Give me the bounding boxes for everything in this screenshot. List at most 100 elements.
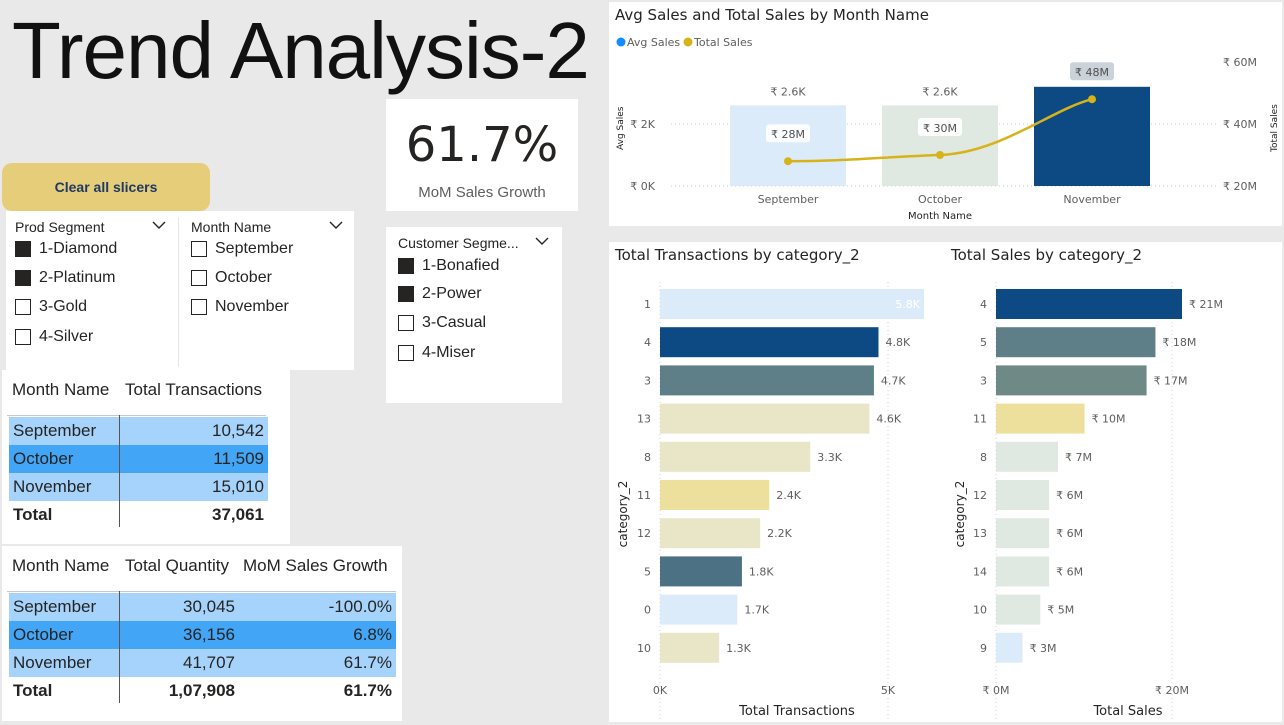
- y-tick-label: 3: [644, 374, 651, 387]
- bar: [996, 327, 1156, 358]
- legend-label: Total Sales: [693, 36, 753, 49]
- y2-tick-label: ₹ 20M: [1223, 180, 1257, 193]
- total-growth: 61.7%: [343, 681, 392, 700]
- bar-data-label: 1.8K: [749, 565, 774, 578]
- column-header[interactable]: MoM Sales Growth: [243, 556, 388, 575]
- prod-segment-item[interactable]: 3-Gold: [15, 296, 87, 318]
- column-header[interactable]: Total Transactions: [125, 380, 263, 399]
- clear-all-slicers-button[interactable]: Clear all slicers: [2, 163, 210, 211]
- y2-tick-label: ₹ 40M: [1223, 118, 1257, 131]
- transactions-matrix: Month Name Total Transactions September …: [2, 370, 290, 544]
- bar-data-label: ₹ 6M: [1056, 565, 1083, 578]
- y-tick-label: 13: [637, 413, 651, 426]
- column-header[interactable]: Month Name: [12, 556, 110, 575]
- checkbox[interactable]: [191, 241, 207, 257]
- line-data-label: ₹ 28M: [771, 128, 805, 141]
- table-row[interactable]: October 11,509: [9, 445, 268, 473]
- value-cell: 15,010: [212, 477, 264, 496]
- bar: [660, 594, 738, 625]
- checkbox-checked[interactable]: [398, 258, 414, 274]
- customer-segment-item-label: 1-Bonafied: [422, 257, 500, 274]
- checkbox-checked[interactable]: [15, 241, 31, 257]
- y-tick-label: 5: [644, 565, 651, 578]
- table-row[interactable]: October 36,156 6.8%: [9, 621, 396, 649]
- checkbox[interactable]: [191, 299, 207, 315]
- customer-segment-item[interactable]: 1-Bonafied: [398, 255, 499, 277]
- bar-data-label: ₹ 17M: [1154, 374, 1188, 387]
- checkbox-checked[interactable]: [15, 270, 31, 286]
- checkbox[interactable]: [398, 345, 414, 361]
- qty-cell: 30,045: [183, 597, 235, 616]
- month-name-item[interactable]: October: [191, 267, 272, 289]
- x-axis-title: Total Sales: [1092, 704, 1162, 719]
- bar: [660, 365, 874, 396]
- bar: [660, 289, 924, 319]
- y-tick-label: 12: [973, 489, 987, 502]
- y-tick-label: 11: [637, 489, 651, 502]
- bar: [996, 594, 1041, 625]
- chevron-down-icon[interactable]: [151, 217, 167, 233]
- customer-segment-item[interactable]: 2-Power: [398, 283, 482, 305]
- prod-segment-item[interactable]: 1-Diamond: [15, 238, 117, 260]
- value-cell: 11,509: [213, 449, 264, 468]
- y-axis-title: category_2: [953, 481, 967, 548]
- month-name-item[interactable]: September: [191, 238, 293, 260]
- column-header[interactable]: Month Name: [12, 380, 110, 399]
- table-row[interactable]: November 41,707 61.7%: [9, 649, 396, 677]
- checkbox[interactable]: [15, 299, 31, 315]
- bar-data-label: ₹ 7M: [1065, 451, 1092, 464]
- customer-segment-item-label: 3-Casual: [422, 314, 487, 331]
- prod-segment-item[interactable]: 4-Silver: [15, 326, 93, 348]
- month-cell: November: [13, 653, 92, 672]
- total-label: Total: [13, 505, 53, 524]
- bar-data-label: 4.6K: [876, 413, 901, 426]
- checkbox[interactable]: [398, 315, 414, 331]
- checkbox[interactable]: [191, 270, 207, 286]
- y-tick-label: 9: [980, 642, 987, 655]
- bar-data-label: 2.4K: [776, 489, 801, 502]
- line-point: [936, 151, 944, 159]
- month-name-item-label: October: [215, 269, 272, 286]
- chevron-down-icon[interactable]: [328, 217, 344, 233]
- bar: [996, 556, 1050, 587]
- month-cell: November: [13, 477, 92, 496]
- x-axis-title: Month Name: [908, 211, 972, 222]
- customer-segment-item[interactable]: 4-Miser: [398, 342, 475, 364]
- y-tick-label: 12: [637, 527, 651, 540]
- month-name-item[interactable]: November: [191, 296, 289, 318]
- checkbox-checked[interactable]: [398, 286, 414, 302]
- combo-chart: Avg Sales Total Sales ₹ 0K ₹ 2K ₹ 20M ₹ 40M ₹ …: [616, 36, 1280, 222]
- bar: [996, 480, 1050, 510]
- chevron-down-icon[interactable]: [534, 233, 550, 249]
- bar-data-label: ₹ 10M: [1092, 413, 1126, 426]
- sales-bar-chart: 4 ₹ 21M 5 ₹ 18M 3 ₹ 17M 11 ₹ 10M 8 ₹ 7M 12 ₹ 6M 13 ₹ …: [953, 282, 1223, 722]
- prod-segment-item-label: 2-Platinum: [39, 269, 116, 286]
- column-header[interactable]: Total Quantity: [125, 556, 229, 575]
- bar: [882, 105, 998, 186]
- total-qty: 1,07,908: [168, 681, 235, 700]
- month-cell: September: [13, 421, 97, 440]
- prod-segment-item[interactable]: 2-Platinum: [15, 267, 115, 289]
- table-row[interactable]: November 15,010: [9, 473, 268, 501]
- bar: [660, 518, 761, 549]
- clear-all-slicers-label: Clear all slicers: [54, 179, 158, 195]
- y-tick-label: 11: [973, 413, 987, 426]
- bar: [996, 518, 1050, 549]
- bar-data-label: ₹ 6M: [1056, 527, 1083, 540]
- checkbox[interactable]: [15, 329, 31, 345]
- x-tick-label: ₹ 0M: [983, 684, 1010, 697]
- page-title: Trend Analysis-2: [12, 6, 590, 95]
- customer-segment-item[interactable]: 3-Casual: [398, 312, 486, 334]
- bar: [996, 632, 1023, 663]
- month-name-item-label: September: [215, 240, 294, 257]
- slicer-panel: Prod Segment 1-Diamond 2-Platinum 3-Gold…: [6, 211, 354, 370]
- customer-segment-item-label: 4-Miser: [422, 344, 476, 361]
- bar: [660, 556, 742, 587]
- kpi-label: MoM Sales Growth: [418, 184, 546, 201]
- bar-data-label: 4.8K: [885, 336, 910, 349]
- table-row[interactable]: September 10,542: [9, 417, 268, 445]
- y-tick-label: 3: [980, 374, 987, 387]
- table-row[interactable]: September 30,045 -100.0%: [9, 593, 396, 621]
- bar-data-label: 4.7K: [881, 374, 906, 387]
- chart-title: Total Transactions by category_2: [615, 246, 860, 264]
